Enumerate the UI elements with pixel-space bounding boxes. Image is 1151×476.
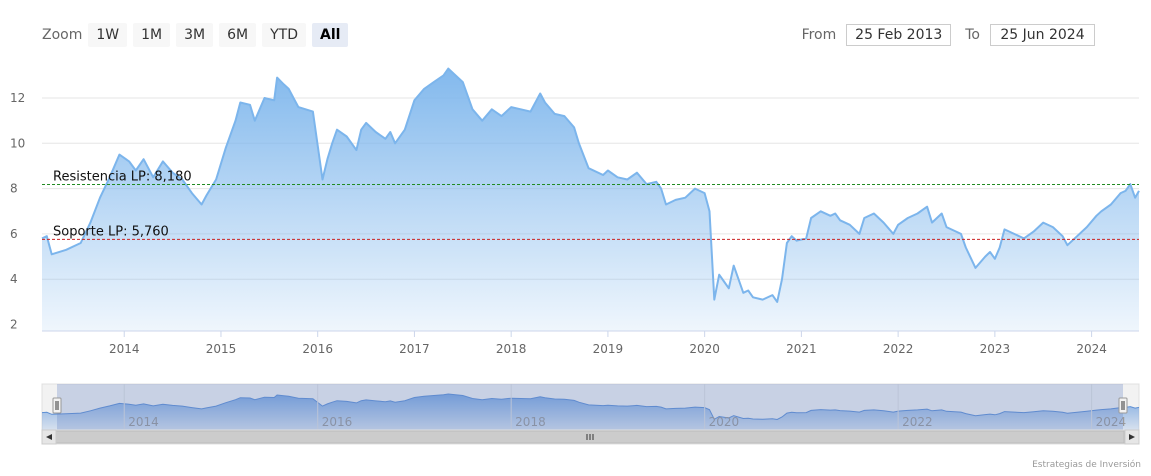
- plot-lines: Resistencia LP: 8,180 Soporte LP: 5,760: [42, 170, 1139, 240]
- zoom-ytd-button[interactable]: YTD: [262, 23, 306, 47]
- navigator-tick-label: 2020: [709, 415, 740, 429]
- to-date-input[interactable]: [990, 24, 1095, 46]
- x-tick-label: 2020: [689, 342, 720, 356]
- x-tick-label: 2022: [883, 342, 914, 356]
- zoom-3m-button[interactable]: 3M: [176, 23, 214, 47]
- zoom-6m-button[interactable]: 6M: [219, 23, 257, 47]
- x-tick-label: 2019: [593, 342, 624, 356]
- navigator-selection-mask[interactable]: [57, 384, 1123, 430]
- zoom-1m-button[interactable]: 1M: [133, 23, 171, 47]
- x-tick-label: 2024: [1076, 342, 1107, 356]
- x-tick-label: 2017: [399, 342, 430, 356]
- navigator-tick-label: 2022: [902, 415, 933, 429]
- y-tick-label: 2: [10, 318, 18, 332]
- navigator-handle-right-box[interactable]: [1118, 397, 1128, 414]
- axes: 2 4 6 8 10 12 2014 2015 2016 2017 2018 2019 2020 2021…: [10, 91, 1139, 356]
- navigator-series-line: [41, 393, 1140, 421]
- x-tick-label: 2021: [786, 342, 817, 356]
- scrollbar[interactable]: [41, 429, 1140, 445]
- range-selector-zoom: Zoom 1W 1M 3M 6M YTD All: [42, 22, 354, 48]
- y-tick-label: 8: [10, 182, 18, 196]
- x-tick-label: 2018: [496, 342, 527, 356]
- scroll-right-arrow-icon: [1129, 434, 1135, 440]
- y-tick-label: 12: [10, 91, 25, 105]
- price-series: [41, 67, 1140, 331]
- y-tick-label: 10: [10, 136, 25, 150]
- support-line-label: Soporte LP: 5,760: [53, 224, 169, 239]
- price-area-fill: [42, 68, 1139, 331]
- zoom-1w-button[interactable]: 1W: [88, 23, 128, 47]
- scroll-left-arrow-icon: [46, 434, 52, 440]
- from-label: From: [801, 27, 837, 43]
- x-tick-label: 2014: [109, 342, 140, 356]
- x-tick-label: 2016: [302, 342, 333, 356]
- zoom-all-button[interactable]: All: [312, 23, 349, 47]
- navigator-tick-label: 2018: [515, 415, 546, 429]
- x-tick-label: 2023: [980, 342, 1011, 356]
- x-tick-label: 2015: [206, 342, 237, 356]
- range-selector-dates: From To: [788, 22, 1095, 48]
- navigator-tick-label: 2016: [322, 415, 353, 429]
- navigator-handle-left[interactable]: [52, 397, 62, 414]
- navigator-handle-right[interactable]: [1118, 397, 1128, 414]
- navigator-handle-left-box[interactable]: [52, 397, 62, 414]
- navigator-tick-label: 2014: [128, 415, 159, 429]
- credits-text: Estrategias de Inversión: [1032, 460, 1141, 470]
- resistance-line-label: Resistencia LP: 8,180: [53, 170, 192, 185]
- from-date-input[interactable]: [846, 24, 952, 46]
- to-label: To: [965, 27, 980, 43]
- y-tick-label: 6: [10, 227, 18, 241]
- navigator-tick-label: 2024: [1096, 415, 1127, 429]
- navigator[interactable]: 2014 2016 2018 2020 2022 2024: [41, 383, 1140, 431]
- y-tick-label: 4: [10, 272, 18, 286]
- navigator-series-fill: [42, 394, 1139, 430]
- zoom-label: Zoom: [42, 27, 83, 43]
- price-line: [41, 67, 1140, 303]
